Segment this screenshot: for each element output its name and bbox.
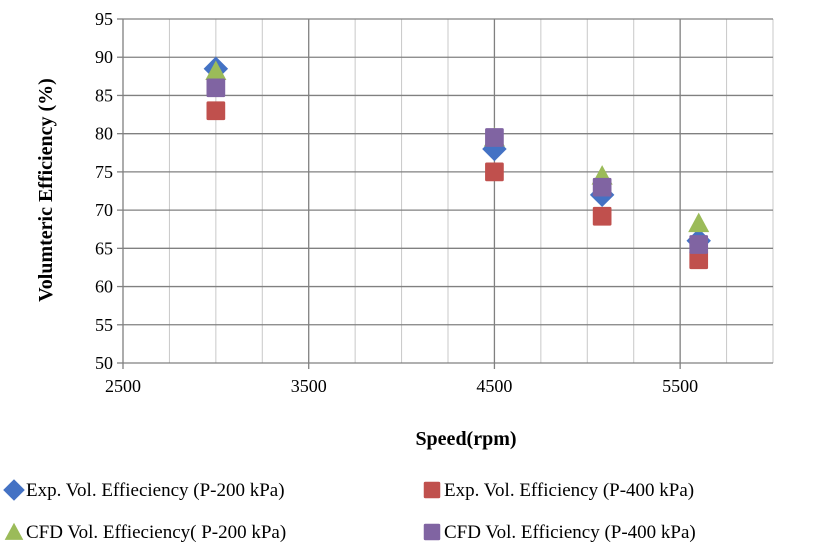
y-tick-label: 55 (95, 315, 113, 335)
legend: Exp. Vol. Effieciency (P-200 kPa) Exp. Vo… (3, 479, 696, 543)
legend-label: Exp. Vol. Effieciency (P-200 kPa) (26, 480, 285, 501)
legend-marker (424, 482, 441, 499)
legend-item: Exp. Vol. Efficiency (P-400 kPa) (424, 480, 694, 501)
x-tick-label: 2500 (105, 376, 141, 396)
legend-marker (3, 479, 25, 501)
y-tick-label: 70 (95, 200, 113, 220)
y-tick-label: 95 (95, 9, 113, 29)
data-point (485, 163, 504, 182)
series-2 (207, 101, 709, 269)
data-point (593, 178, 612, 197)
data-point (207, 101, 226, 120)
y-tick-label: 60 (95, 277, 113, 297)
y-tick-label: 75 (95, 162, 113, 182)
x-tick-label: 4500 (476, 376, 512, 396)
legend-item: CFD Vol. Efficiency (P-400 kPa) (424, 522, 696, 543)
y-tick-label: 65 (95, 238, 113, 258)
y-tick-label: 50 (95, 353, 113, 373)
data-point (689, 235, 708, 254)
y-axis-title: Volumteric Efficiency (%) (35, 78, 57, 302)
x-axis-title: Speed(rpm) (415, 428, 516, 450)
series-1 (204, 56, 711, 252)
data-points (204, 56, 711, 269)
data-point (485, 128, 504, 147)
series-4 (207, 78, 709, 253)
data-point (593, 207, 612, 226)
data-point (207, 78, 226, 97)
legend-item: Exp. Vol. Effieciency (P-200 kPa) (3, 479, 284, 501)
legend-item: CFD Vol. Effieciency( P-200 kPa) (5, 522, 286, 543)
tick-labels: 50 55 60 65 70 75 80 85 90 95 2500 3500 4500 5500 (95, 9, 698, 396)
legend-marker (424, 524, 441, 541)
legend-label: CFD Vol. Effieciency( P-200 kPa) (26, 522, 286, 543)
legend-label: Exp. Vol. Efficiency (P-400 kPa) (444, 480, 694, 501)
y-tick-label: 85 (95, 85, 113, 105)
y-tick-label: 90 (95, 47, 113, 67)
legend-label: CFD Vol. Efficiency (P-400 kPa) (444, 522, 696, 543)
x-tick-label: 5500 (662, 376, 698, 396)
data-point (688, 213, 709, 232)
y-tick-label: 80 (95, 124, 113, 144)
legend-marker (5, 523, 24, 540)
x-tick-label: 3500 (291, 376, 327, 396)
